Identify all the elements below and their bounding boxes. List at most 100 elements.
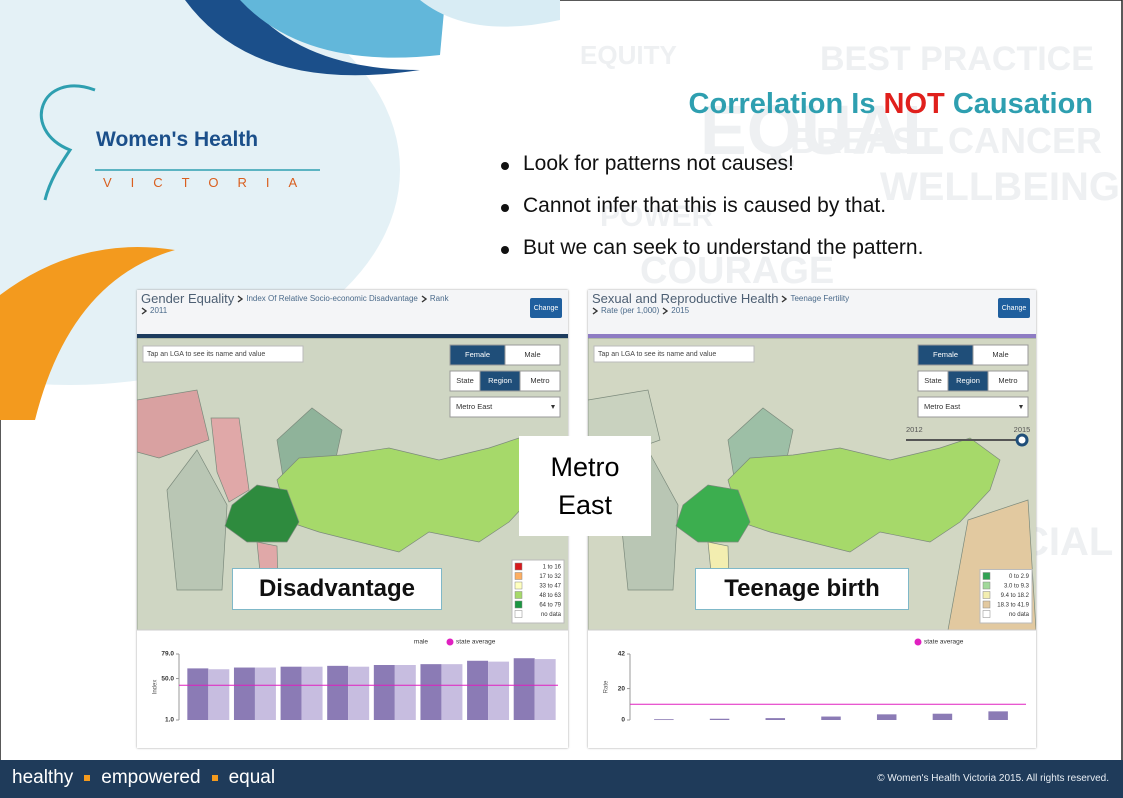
legend-swatch <box>514 581 523 590</box>
slider-handle <box>1015 433 1029 447</box>
map-region <box>224 484 300 543</box>
chevron-shape <box>782 295 788 303</box>
sex-toggle[interactable]: Female <box>933 350 958 359</box>
scope-toggle[interactable]: Region <box>488 376 512 385</box>
hint-box <box>593 345 755 363</box>
breadcrumb-item: Index Of Relative Socio-economic Disadva… <box>246 294 418 303</box>
legend-label: 33 to 47 <box>539 584 561 590</box>
change-button[interactable]: Change <box>1002 305 1027 312</box>
watermark: EQUITY BEST PRACTICE EQUAL BREAST CANCER WEL… <box>560 0 1123 760</box>
y-tick-label: 50.0 <box>161 675 174 682</box>
chevron-shape <box>592 307 598 315</box>
swirl-dark <box>185 0 420 76</box>
sex-toggle[interactable]: Male <box>992 350 1008 359</box>
scope-toggle[interactable]: State <box>456 376 474 385</box>
bar <box>876 714 897 720</box>
legend-swatch <box>982 610 991 618</box>
change-button-bg <box>530 298 562 318</box>
bar <box>488 661 510 720</box>
bar <box>254 667 276 720</box>
region-select[interactable]: Metro East <box>456 402 493 411</box>
legend-swatch <box>514 562 523 571</box>
y-tick-label: 0 <box>621 717 625 724</box>
hint: Tap an LGA to see its name and value <box>147 351 265 358</box>
chevron-shape <box>662 307 669 315</box>
bullet-text: Look for patterns not causes! <box>523 152 794 175</box>
legend-label: no data <box>1009 612 1030 618</box>
legend-label: 48 to 63 <box>539 593 561 599</box>
bar <box>187 668 209 720</box>
motto: healthy empowered equal <box>12 767 275 789</box>
chevron-shape <box>237 295 244 303</box>
logo-mark <box>40 84 96 201</box>
change-button-bg <box>998 298 1030 318</box>
title-after: Causation <box>952 88 1093 120</box>
swirl-blue <box>240 0 445 58</box>
sex-toggle[interactable]: Male <box>524 350 540 359</box>
title-emphasis: NOT <box>883 88 945 120</box>
legend-swatch <box>514 591 523 599</box>
breadcrumb-item: Rank <box>429 294 449 303</box>
change-button[interactable]: Change <box>534 305 559 312</box>
bar <box>765 718 786 720</box>
motto-dot <box>84 775 91 781</box>
watermark-word: WELLBEING <box>880 165 1120 209</box>
average-legend: state average <box>456 639 496 646</box>
bullet-dot <box>501 246 509 254</box>
breadcrumb: Sexual and Reproductive Health Teenage Fe… <box>592 292 850 317</box>
scope-toggle[interactable]: Region <box>956 376 980 385</box>
legend-label: 18.3 to 41.9 <box>997 603 1029 609</box>
breadcrumb-item: Teenage Fertility <box>790 294 850 303</box>
map-region <box>137 389 210 459</box>
bar <box>327 665 349 720</box>
sex-toggle[interactable]: Female <box>465 350 490 359</box>
region-select[interactable]: Metro East <box>924 402 961 411</box>
y-tick-label: 1.0 <box>165 717 174 724</box>
bar <box>988 711 1008 720</box>
bar <box>467 660 489 720</box>
breadcrumb-line: Gender Equality Index Of Relative Socio-e… <box>141 292 449 305</box>
chevron-shape <box>421 295 427 303</box>
bar <box>441 664 463 720</box>
chevron <box>592 307 598 315</box>
bar <box>280 666 302 720</box>
map-label-text: Metro East <box>550 452 620 520</box>
motto-word: healthy <box>12 767 74 788</box>
bar <box>513 658 535 720</box>
scope-toggle[interactable]: Metro <box>530 376 549 385</box>
y-tick-label: 79.0 <box>161 651 174 658</box>
region-select-bg <box>449 396 561 418</box>
bar <box>373 665 395 720</box>
chevron <box>782 295 788 303</box>
average-legend-dot <box>446 638 454 646</box>
map-region <box>210 417 250 503</box>
footer: healthy empowered equal © Women's Health V… <box>0 760 1123 798</box>
map-label: Metro East <box>519 436 651 536</box>
logo-region: VICTORIA <box>103 175 317 190</box>
chevron <box>237 295 244 303</box>
bar <box>348 666 370 720</box>
scope-toggle-bg <box>987 370 1029 392</box>
scope-toggle[interactable]: Metro <box>998 376 1017 385</box>
watermark-word: EQUAL <box>700 91 945 169</box>
y-tick-label: 42 <box>618 651 626 658</box>
bar <box>420 664 442 720</box>
legend-label: no data <box>541 612 562 618</box>
chevron <box>421 295 427 303</box>
chevron <box>141 307 147 315</box>
title-before: Correlation Is <box>688 88 876 120</box>
swirl-orange <box>0 247 175 420</box>
bar <box>233 667 255 720</box>
motto-dot <box>211 775 218 781</box>
bullet-dot <box>501 204 509 212</box>
scope-toggle-bg <box>519 370 561 392</box>
watermark-word: BREAST CANCER <box>790 120 1103 161</box>
bar <box>534 659 556 720</box>
y-axis-title: Rate <box>604 680 610 693</box>
bar <box>654 719 674 721</box>
legend-label: 64 to 79 <box>539 603 561 609</box>
legend-swatch <box>514 572 523 580</box>
scope-toggle[interactable]: State <box>924 376 942 385</box>
